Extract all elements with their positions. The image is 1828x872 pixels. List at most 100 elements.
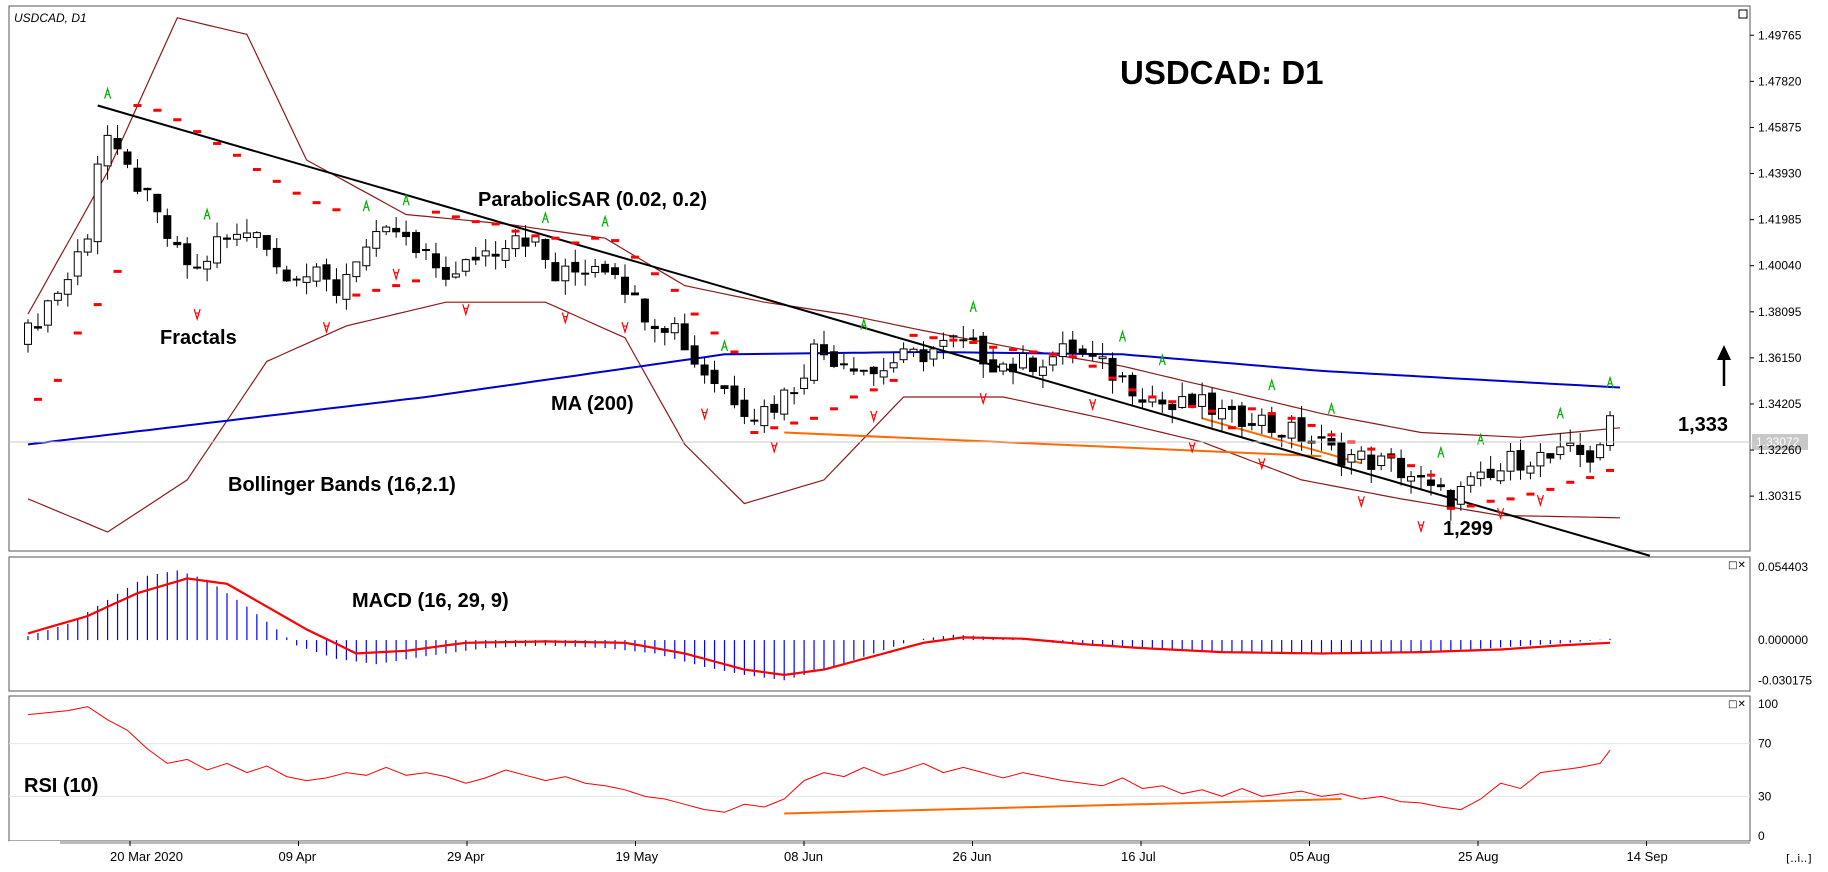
candle-body xyxy=(422,249,430,252)
window-title: USDCAD, D1 xyxy=(14,11,87,25)
bollinger-bands xyxy=(27,17,1621,533)
candle-body xyxy=(1606,415,1615,447)
macd-tick-label: -0.030175 xyxy=(1758,674,1812,688)
downtrend-line xyxy=(97,104,1651,557)
fractal-down-icon xyxy=(1417,520,1425,534)
sar-dot xyxy=(1546,487,1555,491)
candle-body xyxy=(1128,374,1137,397)
level-high-label: 1,333 xyxy=(1678,414,1728,436)
sar-dot xyxy=(491,222,500,226)
rsi-tick-label: 30 xyxy=(1758,789,1772,803)
candle-body xyxy=(1526,465,1535,474)
fractal-up-icon xyxy=(720,338,729,352)
fractal-down-icon xyxy=(322,321,331,335)
fractal-down-icon xyxy=(193,308,201,322)
sar-dot xyxy=(571,241,580,245)
macd-signal-line xyxy=(27,577,1611,677)
maximize-icon[interactable] xyxy=(1738,9,1748,19)
macd-pane xyxy=(8,556,1751,692)
sar-dot xyxy=(1586,476,1595,480)
candle-body xyxy=(1367,454,1376,470)
candle-body xyxy=(790,392,799,395)
price-tick-label: 1.47820 xyxy=(1758,74,1802,88)
rsi-levels xyxy=(9,743,1750,797)
fractal-up-icon xyxy=(402,193,410,206)
current-price-label: 1.33072 xyxy=(1756,435,1800,449)
candle-body xyxy=(282,269,291,282)
fractal-up-icon xyxy=(1556,406,1564,419)
candle-body xyxy=(730,385,739,406)
candle-body xyxy=(700,364,709,376)
sar-dot xyxy=(1227,426,1236,430)
candle-body xyxy=(1257,414,1266,426)
sar-dot xyxy=(1407,464,1416,468)
candle-body xyxy=(929,348,938,360)
candle-body xyxy=(1357,450,1366,460)
candle-body xyxy=(133,167,142,192)
candle-body xyxy=(1486,468,1495,479)
fractal-down-icon xyxy=(870,410,878,424)
fractal-up-icon xyxy=(1606,375,1614,388)
macd-tick-label: 0.000000 xyxy=(1758,633,1808,647)
sar-dot xyxy=(1208,409,1217,413)
candle-body xyxy=(1426,479,1435,486)
sar-dot xyxy=(1446,506,1455,510)
macd-panel-controls[interactable]: □✕ xyxy=(1728,560,1746,571)
sar-dot xyxy=(471,220,480,224)
fractal-up-icon xyxy=(1268,378,1276,391)
candle-body xyxy=(1347,454,1356,463)
sar-dot xyxy=(1466,504,1475,508)
fractal-up-icon xyxy=(860,317,868,330)
candle-body xyxy=(899,348,908,361)
candle-body xyxy=(103,134,112,167)
sar-dot xyxy=(909,333,918,337)
time-tick-label: 05 Aug xyxy=(1290,849,1331,864)
candle-body xyxy=(431,253,440,269)
sar-dot xyxy=(989,345,998,349)
sar-dot xyxy=(1068,355,1077,359)
fractal-up-icon xyxy=(362,199,370,212)
scroll-label[interactable]: [..i..] xyxy=(1786,852,1812,865)
candle-body xyxy=(302,276,311,283)
price-tick-label: 1.43930 xyxy=(1758,167,1802,181)
bollinger-lower-line xyxy=(27,301,1621,533)
candle-body xyxy=(879,370,888,378)
candle-body xyxy=(1009,363,1018,373)
candle-body xyxy=(1407,476,1416,482)
sar-dot xyxy=(1168,400,1177,404)
candle-body xyxy=(740,399,749,417)
sar-dot xyxy=(193,130,202,134)
fractal-up-icon xyxy=(203,207,211,220)
fractal-up-icon xyxy=(601,214,609,227)
sar-dot xyxy=(1426,473,1435,477)
sar-dot xyxy=(232,153,241,157)
sar-dot xyxy=(630,255,639,259)
candle-body xyxy=(601,263,610,273)
candle-body xyxy=(372,231,381,249)
fractal-down-icon xyxy=(621,321,629,335)
sar-dot xyxy=(969,340,978,344)
candle-body xyxy=(1168,403,1177,411)
sar-dot xyxy=(1267,412,1276,416)
sar-dot xyxy=(53,378,62,382)
candle-body xyxy=(143,187,152,191)
candle-body xyxy=(1476,471,1485,480)
time-axis-bar xyxy=(9,841,1750,869)
rsi-panel-controls[interactable]: □✕ xyxy=(1728,699,1746,710)
sar-dot xyxy=(929,336,938,340)
candle-body xyxy=(73,251,82,277)
candle-body xyxy=(1218,408,1226,420)
sar-dot xyxy=(690,312,699,316)
candle-body xyxy=(262,235,271,250)
candle-body xyxy=(501,248,510,261)
candle-body xyxy=(630,292,639,296)
time-tick-label: 16 Jul xyxy=(1121,849,1156,864)
sar-dot xyxy=(849,395,858,399)
support-line xyxy=(784,431,1322,458)
fractal-up-icon xyxy=(1118,329,1127,342)
candle-body xyxy=(412,232,421,254)
candle-body xyxy=(1287,421,1296,439)
candle-body xyxy=(1436,484,1445,488)
sar-dot xyxy=(451,215,460,219)
price-tick-label: 1.36150 xyxy=(1758,351,1802,365)
